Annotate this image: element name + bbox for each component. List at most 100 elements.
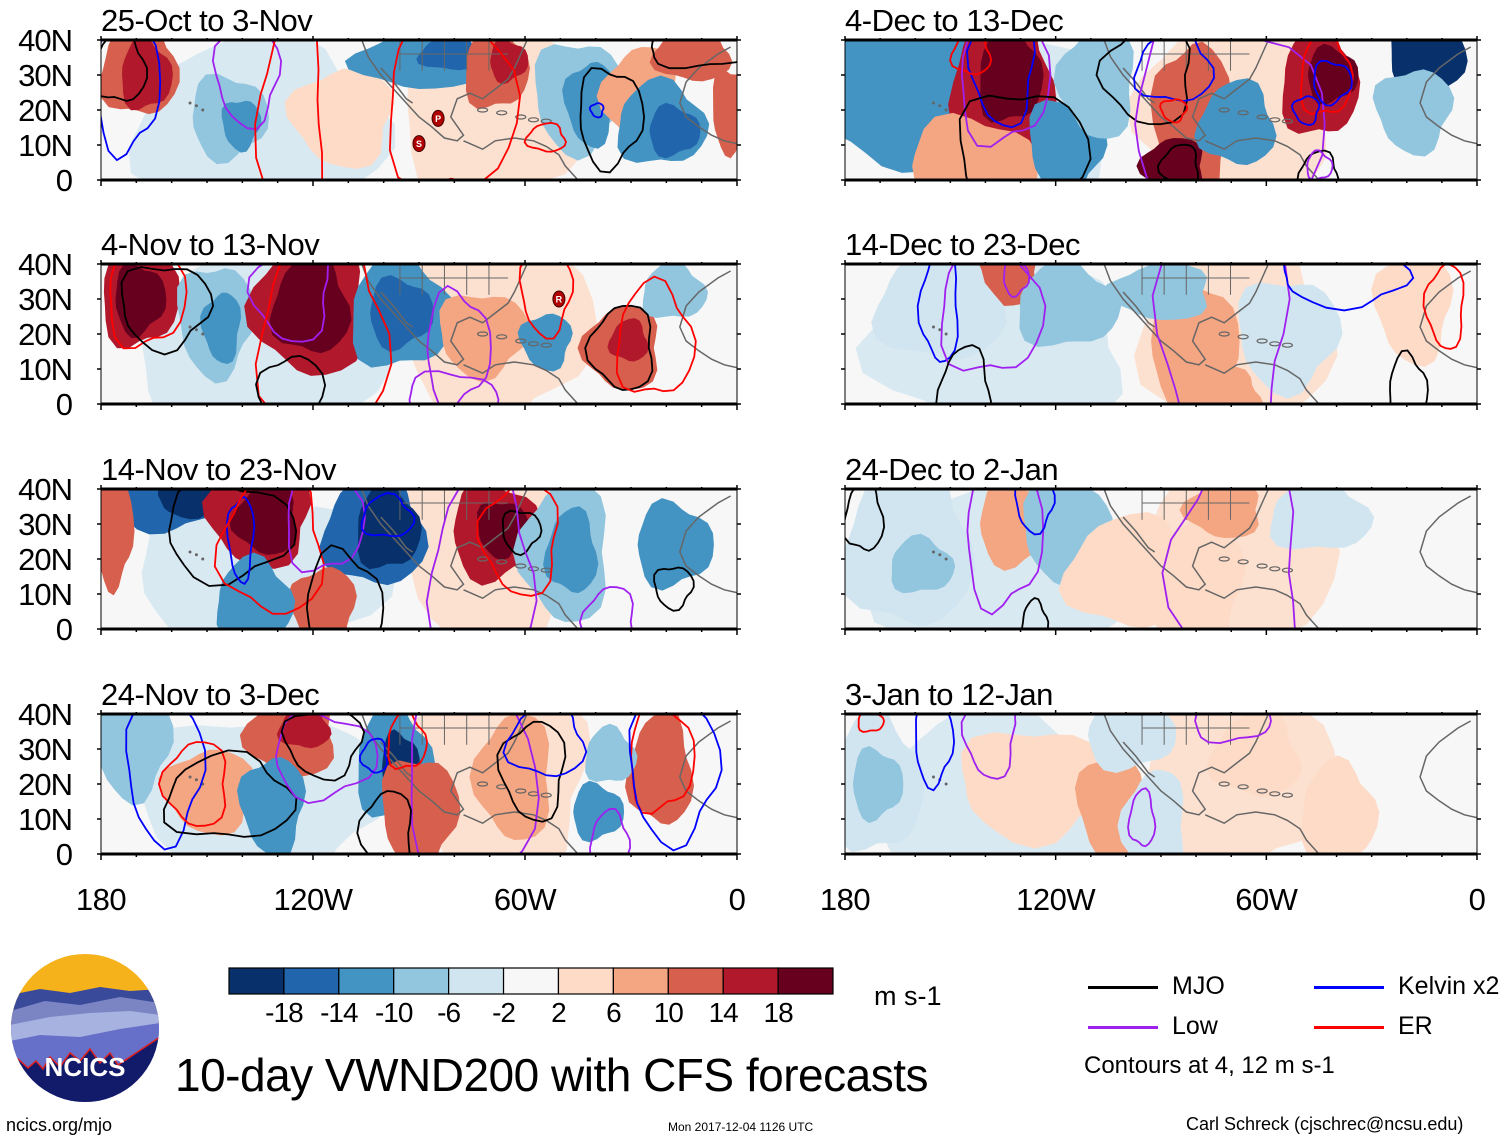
y-tick-label: 20N bbox=[18, 767, 73, 802]
y-tick-label: 20N bbox=[18, 93, 73, 128]
island bbox=[1256, 114, 1268, 120]
contour-low bbox=[246, 264, 329, 343]
island bbox=[1256, 563, 1268, 569]
island bbox=[1281, 567, 1293, 573]
contour-mjo bbox=[958, 94, 1092, 180]
website-link[interactable]: ncics.org/mjo bbox=[6, 1115, 113, 1135]
coastline bbox=[1419, 720, 1477, 819]
contour-mjo bbox=[1156, 143, 1199, 180]
hawaii-island bbox=[938, 104, 942, 108]
anomaly-fill bbox=[871, 264, 1008, 361]
x-tick-label: 180 bbox=[819, 882, 871, 917]
legend-swatch bbox=[1088, 986, 1158, 989]
legend-label: Kelvin x2 bbox=[1398, 972, 1500, 1000]
hawaii-island bbox=[194, 104, 198, 108]
anomaly-fill bbox=[269, 264, 352, 354]
colorbar-swatch bbox=[393, 967, 450, 995]
storm-letter: P bbox=[435, 114, 441, 124]
contour-mjo bbox=[120, 266, 215, 356]
coastline bbox=[463, 361, 579, 404]
tropical-cyclone-icon: P bbox=[431, 109, 445, 127]
hawaii-island bbox=[188, 775, 192, 779]
contour-kelvin bbox=[588, 102, 605, 119]
contour-mjo bbox=[1296, 149, 1340, 180]
contour-kelvin bbox=[101, 40, 162, 162]
island bbox=[496, 110, 508, 116]
tropical-cyclone-icon: R bbox=[552, 290, 566, 308]
contour-kelvin bbox=[916, 264, 959, 363]
coastline bbox=[380, 741, 414, 778]
coastline bbox=[1122, 741, 1156, 778]
island bbox=[1269, 566, 1281, 572]
contour-er bbox=[857, 714, 885, 733]
anomaly-fill bbox=[585, 723, 638, 782]
x-tick-label: 120W bbox=[1016, 882, 1096, 917]
island bbox=[477, 107, 489, 113]
panel-period-title: 4-Nov to 13-Nov bbox=[101, 227, 320, 262]
ncics-logo: NCICS bbox=[11, 954, 159, 1102]
author-credit: Carl Schreck (cjschrec@ncsu.edu) bbox=[1186, 1114, 1464, 1134]
contour-er bbox=[523, 121, 567, 153]
coastline bbox=[361, 264, 528, 366]
y-tick-label: 10N bbox=[18, 802, 73, 837]
colorbar-tick-label: 6 bbox=[606, 997, 622, 1028]
contour-er bbox=[254, 40, 324, 180]
colorbar-tick-label: 18 bbox=[763, 997, 794, 1028]
colorbar-tick-label: -14 bbox=[320, 997, 358, 1028]
coastline bbox=[1103, 714, 1270, 816]
contour-mjo bbox=[584, 304, 654, 391]
hawaii-island bbox=[188, 101, 192, 105]
hawaii-island bbox=[201, 557, 205, 561]
island bbox=[1281, 342, 1293, 348]
contour-er bbox=[949, 40, 993, 76]
island bbox=[1256, 338, 1268, 344]
panel-period-title: 14-Dec to 23-Dec bbox=[845, 227, 1080, 262]
coastline bbox=[679, 270, 737, 369]
island bbox=[540, 792, 552, 798]
tropical-cyclone-icon: S bbox=[412, 135, 426, 153]
x-tick-label: 120W bbox=[273, 882, 353, 917]
anomaly-fill bbox=[284, 68, 395, 169]
colorbar-swatch bbox=[667, 967, 724, 995]
panel-period-title: 14-Nov to 23-Nov bbox=[101, 452, 336, 487]
contour-er bbox=[518, 264, 575, 340]
anomaly-fill bbox=[912, 112, 1039, 180]
coastline bbox=[463, 586, 579, 629]
legend-label: Low bbox=[1172, 1012, 1218, 1040]
coastline bbox=[1122, 67, 1156, 104]
legend-swatch bbox=[1088, 1026, 1158, 1029]
x-tick-label: 180 bbox=[75, 882, 127, 917]
colorbar-swatch bbox=[612, 967, 669, 995]
coastline bbox=[1103, 264, 1270, 366]
contour-mjo bbox=[1389, 349, 1429, 404]
map-plot: R bbox=[97, 260, 741, 410]
contour-low bbox=[1151, 264, 1291, 404]
panel-period-title: 3-Jan to 12-Jan bbox=[845, 677, 1053, 712]
anomaly-fill bbox=[517, 313, 573, 372]
island bbox=[527, 341, 540, 347]
anomaly-fill bbox=[961, 732, 1118, 849]
anomaly-fill bbox=[1117, 770, 1184, 854]
anomaly-fill bbox=[101, 489, 135, 596]
storm-letter: S bbox=[416, 139, 422, 149]
island bbox=[1218, 556, 1230, 562]
contour-kelvin bbox=[1291, 95, 1321, 127]
panel-period-title: 24-Nov to 3-Dec bbox=[101, 677, 320, 712]
y-tick-label: 30N bbox=[18, 58, 73, 93]
anomaly-fill bbox=[287, 566, 357, 629]
hawaii-island bbox=[194, 778, 198, 782]
coastline bbox=[1103, 489, 1270, 591]
coastline bbox=[1122, 516, 1156, 553]
island bbox=[1237, 784, 1249, 790]
colorbar-tick-label: -6 bbox=[437, 997, 461, 1028]
map-plot bbox=[841, 36, 1481, 186]
island bbox=[1237, 334, 1249, 340]
contour-low bbox=[940, 264, 1047, 372]
y-tick-label: 0 bbox=[55, 163, 73, 198]
island bbox=[1281, 118, 1293, 124]
coastline bbox=[1419, 270, 1477, 369]
panel-period-title: 4-Dec to 13-Dec bbox=[845, 3, 1064, 38]
anomaly-fill bbox=[649, 40, 733, 82]
contour-low bbox=[966, 489, 1045, 616]
contour-mjo bbox=[280, 714, 366, 782]
